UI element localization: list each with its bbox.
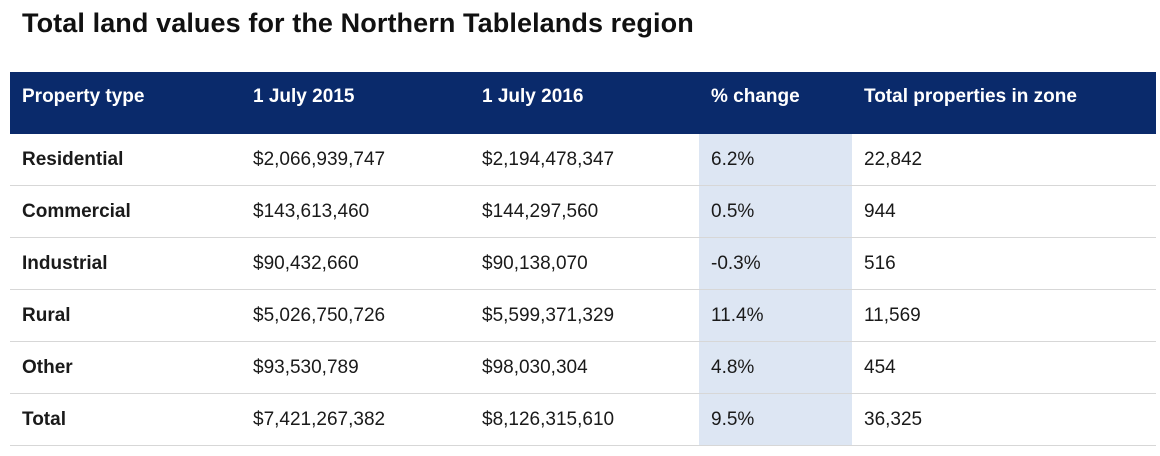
table-row: Industrial $90,432,660 $90,138,070 -0.3%…: [10, 238, 1156, 290]
cell-percent-change: 0.5%: [699, 186, 852, 237]
land-values-table: Property type 1 July 2015 1 July 2016 % …: [10, 72, 1156, 446]
cell-value-2015: $90,432,660: [253, 252, 359, 274]
cell-value-2015: $2,066,939,747: [253, 148, 386, 170]
cell-property-type: Commercial: [22, 200, 131, 222]
cell-value-2016: $2,194,478,347: [482, 148, 615, 170]
header-july-2016: 1 July 2016: [482, 86, 584, 107]
cell-property-type: Rural: [22, 304, 71, 326]
cell-percent-change: 9.5%: [699, 394, 852, 445]
cell-value-2015: $143,613,460: [253, 200, 370, 222]
cell-property-type: Residential: [22, 148, 124, 170]
cell-value-2016: $5,599,371,329: [482, 304, 615, 326]
cell-total-properties: 516: [864, 252, 896, 274]
table-row: Residential $2,066,939,747 $2,194,478,34…: [10, 134, 1156, 186]
cell-percent-change: -0.3%: [699, 238, 852, 289]
cell-total-properties: 22,842: [864, 148, 923, 170]
cell-value-2015: $7,421,267,382: [253, 408, 386, 430]
cell-value-2015: $5,026,750,726: [253, 304, 386, 326]
header-total-properties: Total properties in zone: [864, 86, 1077, 107]
cell-value-2015: $93,530,789: [253, 356, 359, 378]
cell-total-properties: 944: [864, 200, 896, 222]
cell-value-2016: $144,297,560: [482, 200, 599, 222]
page-title: Total land values for the Northern Table…: [22, 8, 694, 38]
cell-total-properties: 454: [864, 356, 896, 378]
table-row: Commercial $143,613,460 $144,297,560 0.5…: [10, 186, 1156, 238]
cell-property-type: Industrial: [22, 252, 108, 274]
cell-percent-change: 4.8%: [699, 342, 852, 393]
cell-value-2016: $98,030,304: [482, 356, 588, 378]
header-july-2015: 1 July 2015: [253, 86, 355, 107]
cell-value-2016: $90,138,070: [482, 252, 588, 274]
cell-property-type: Total: [22, 408, 66, 430]
table-row-total: Total $7,421,267,382 $8,126,315,610 9.5%…: [10, 394, 1156, 446]
header-property-type: Property type: [22, 86, 145, 107]
cell-total-properties: 36,325: [864, 408, 923, 430]
cell-property-type: Other: [22, 356, 73, 378]
cell-percent-change: 6.2%: [699, 134, 852, 185]
cell-value-2016: $8,126,315,610: [482, 408, 615, 430]
table-row: Other $93,530,789 $98,030,304 4.8% 454: [10, 342, 1156, 394]
table-header-row: Property type 1 July 2015 1 July 2016 % …: [10, 72, 1156, 134]
table-row: Rural $5,026,750,726 $5,599,371,329 11.4…: [10, 290, 1156, 342]
header-percent-change: % change: [711, 86, 800, 107]
cell-total-properties: 11,569: [864, 304, 921, 326]
cell-percent-change: 11.4%: [699, 290, 852, 341]
